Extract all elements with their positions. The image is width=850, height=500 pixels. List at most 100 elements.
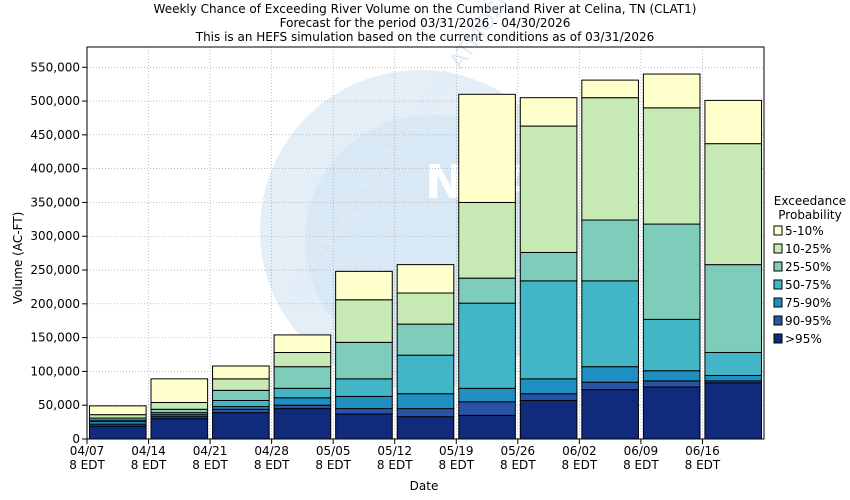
y-tick-label: 450,000 (30, 128, 80, 142)
bar-segment (642, 318, 701, 372)
bar-segment (273, 334, 332, 353)
bar-segment (88, 414, 147, 419)
bar-segment (396, 408, 455, 418)
legend-swatch (773, 315, 783, 326)
x-tick-label-time: 8 EDT (315, 458, 351, 472)
bar-segment (519, 399, 578, 440)
x-tick-label-time: 8 EDT (377, 458, 413, 472)
x-tick-label-date: 05/19 (439, 444, 474, 458)
y-tick-label: 300,000 (30, 229, 80, 243)
bar-segment (273, 408, 332, 440)
x-axis-label: Date (410, 479, 439, 493)
x-tick-label-date: 04/07 (70, 444, 105, 458)
bar-segment (519, 125, 578, 253)
bar-segment (642, 386, 701, 440)
x-tick-label-date: 06/16 (685, 444, 720, 458)
y-axis-label: Volume (AC-FT) (11, 212, 25, 305)
x-tick-label-time: 8 EDT (623, 458, 659, 472)
bar-segment (88, 405, 147, 416)
x-tick-label-date: 06/02 (562, 444, 597, 458)
bar-segment (704, 264, 763, 353)
chart-subtitle-line3: This is an HEFS simulation based on the … (195, 30, 655, 44)
bar-segment (519, 378, 578, 395)
bar-segment (458, 277, 516, 304)
plot-frame (86, 46, 765, 440)
bar-segment (335, 341, 393, 380)
bar-segment (335, 270, 393, 301)
bar-segment (396, 393, 455, 410)
legend-swatch (773, 261, 783, 272)
bar-segment (212, 399, 270, 408)
bar-segment (642, 370, 701, 382)
x-tick-label-date: 04/21 (193, 444, 228, 458)
bar-segment (150, 408, 209, 414)
bar-segment (704, 99, 763, 145)
bar-segment (335, 378, 393, 397)
bar-segment (212, 365, 270, 380)
legend-label: 90-95% (785, 314, 831, 328)
bar-segment (88, 425, 147, 440)
bar-segment (458, 414, 516, 440)
bar-segment (335, 408, 393, 415)
x-tick-label-time: 8 EDT (254, 458, 290, 472)
x-tick-label-date: 05/05 (316, 444, 351, 458)
bar-segment (458, 201, 516, 279)
bar-segment (150, 402, 209, 410)
bar-segment (212, 389, 270, 401)
x-tick-label-date: 04/28 (254, 444, 289, 458)
bar-segment (581, 389, 639, 440)
bar-segment (581, 97, 639, 221)
axes-group: 0 50,000 100,000 150,000 200,000 250,000 300,0… (30, 46, 765, 472)
bar-segment (396, 292, 455, 325)
chart-title-line1: Weekly Chance of Exceeding River Volume … (153, 2, 697, 16)
bar-segment (150, 418, 209, 440)
x-tick-label-time: 8 EDT (438, 458, 474, 472)
bar-segment (519, 280, 578, 380)
chart-subtitle-line2: Forecast for the period 03/31/2026 - 04/… (279, 16, 571, 30)
x-tick-label-time: 8 EDT (500, 458, 536, 472)
legend-label: 10-25% (785, 242, 831, 256)
legend-label: 75-90% (785, 296, 831, 310)
legend-label: 5-10% (785, 224, 824, 238)
legend-swatch (773, 279, 783, 290)
bar-segment (581, 79, 639, 99)
x-tick-label-time: 8 EDT (685, 458, 721, 472)
bar-segment (273, 397, 332, 406)
bar-segment (642, 73, 701, 109)
legend-swatch (773, 225, 783, 236)
bar-segment (335, 395, 393, 410)
bar-segment (212, 408, 270, 414)
y-tick-label: 0 (72, 432, 80, 446)
legend-label: 25-50% (785, 260, 831, 274)
bar-segment (581, 381, 639, 391)
bar-segment (519, 393, 578, 401)
bar-segment (273, 387, 332, 399)
bar-segment (519, 251, 578, 282)
y-tick-label: 200,000 (30, 297, 80, 311)
legend-swatch (773, 297, 783, 308)
x-tick-label-date: 06/09 (624, 444, 659, 458)
bar-segment (396, 323, 455, 356)
bar-segment (335, 299, 393, 343)
y-tick-label: 50,000 (38, 398, 80, 412)
legend-label: >95% (785, 332, 822, 346)
bar-segment (519, 97, 578, 127)
bar-segment (704, 382, 763, 440)
x-tick-label-date: 04/14 (131, 444, 166, 458)
bar-segment (212, 412, 270, 440)
bar-segment (704, 374, 763, 382)
bar-segment (396, 354, 455, 395)
y-tick-label: 350,000 (30, 195, 80, 209)
bar-segment (581, 366, 639, 383)
bar-segment (273, 366, 332, 389)
bar-segment (396, 264, 455, 294)
bar-segment (458, 93, 516, 203)
y-tick-label: 250,000 (30, 263, 80, 277)
bar-segment (704, 143, 763, 266)
bar-segment (642, 380, 701, 388)
y-tick-label: 150,000 (30, 331, 80, 345)
y-tick-label: 100,000 (30, 364, 80, 378)
bar-segment (273, 351, 332, 368)
legend-title-line2: Probability (778, 208, 841, 222)
